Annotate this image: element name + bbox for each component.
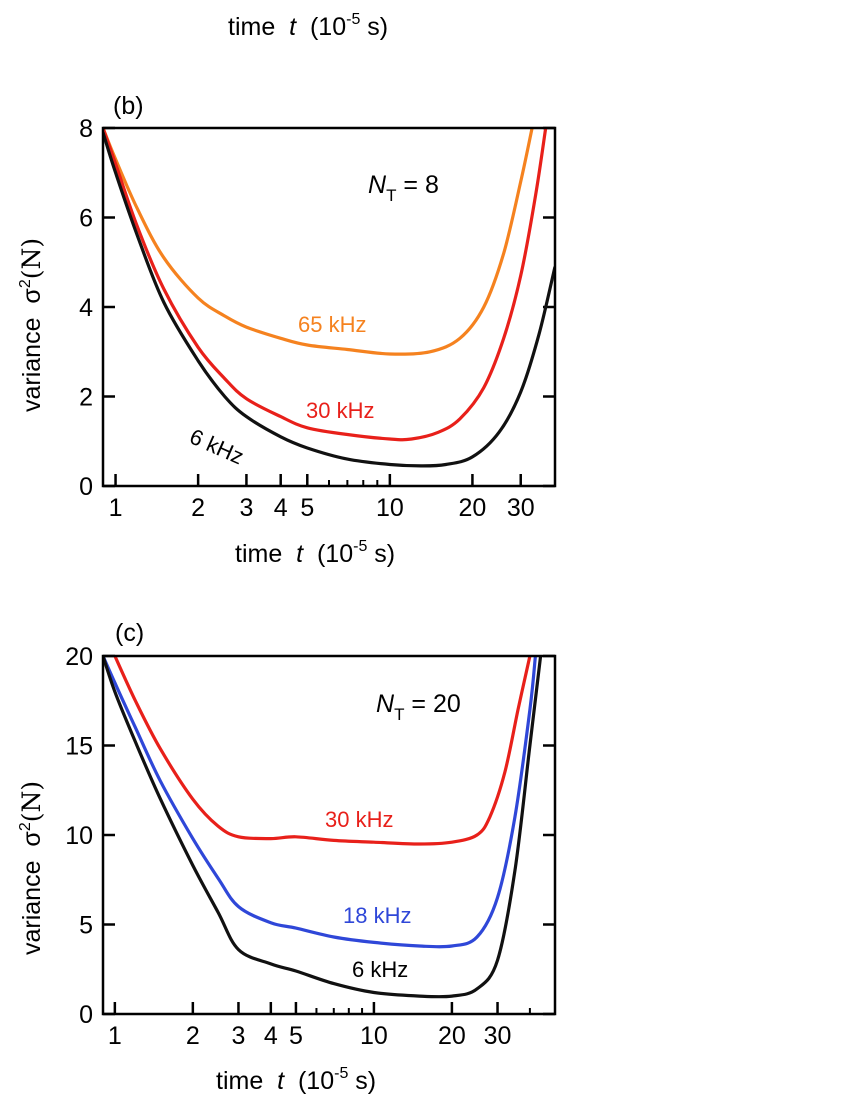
panel-b-annotation-sub: T [386, 186, 396, 205]
panel-c-annotation-tail: = 20 [404, 690, 460, 718]
y-tick-label: 0 [79, 1001, 93, 1029]
x-tick-label: 20 [459, 494, 487, 522]
panel-c-ylabel: variance σ2(N) [17, 781, 46, 955]
series-line-65-khz [103, 128, 534, 356]
panel-c-xlabel-main: time [216, 1067, 277, 1095]
x-tick-label: 1 [108, 1022, 122, 1050]
y-tick-label: 4 [79, 294, 93, 322]
y-tick-label: 8 [79, 115, 93, 143]
panel-c-ylabel-tail: (N) [17, 781, 46, 822]
panel-c-xlabel: time t (10-5 s) [216, 1065, 376, 1095]
x-tick-label: 10 [376, 494, 404, 522]
panel-b-frame [101, 126, 557, 488]
x-tick-label: 10 [360, 1022, 388, 1050]
panel-c-annotation-sub: T [394, 705, 404, 724]
panel-b-xlabel-exp: -5 [353, 538, 367, 555]
panel-c-label-30khz: 30 kHz [325, 807, 393, 832]
panel-b-ylabel-tail: (N) [17, 238, 46, 279]
y-tick-label: 2 [79, 384, 93, 412]
y-tick-label: 5 [79, 912, 93, 940]
panel-b-xlabel-unit: (10 [303, 540, 353, 568]
panel-b-xlabel-var: t [296, 540, 304, 568]
panel-b-label-65khz: 65 kHz [298, 312, 366, 337]
panel-b-annotation-var: N [368, 171, 387, 199]
series-line-6-khz [103, 656, 543, 999]
panel-b-xlabel: time t (10-5 s) [235, 538, 395, 568]
series-line-30-khz [103, 128, 548, 442]
panel-b-xlabel-main: time [235, 540, 296, 568]
panel-b-lines [103, 128, 555, 468]
panel-c-annotation-var: N [376, 690, 395, 718]
y-tick-label: 15 [65, 733, 93, 761]
panel-c-ylabel-exp: 2 [17, 822, 34, 831]
panel-b-annotation-tail: = 8 [396, 171, 438, 199]
x-tick-label: 4 [264, 1022, 278, 1050]
series-line-6-khz [103, 132, 555, 468]
series-line-30-khz [113, 656, 532, 846]
x-tick-label: 3 [232, 1022, 246, 1050]
top-xlabel-var: t [289, 13, 297, 41]
x-tick-label: 3 [239, 494, 253, 522]
panel-c-annotation: NT = 20 [376, 690, 461, 724]
x-tick-label: 30 [507, 494, 535, 522]
panel-c-ticks [103, 654, 556, 1016]
panel-c-frame [101, 654, 557, 1016]
panel-b-label-30khz: 30 kHz [306, 398, 374, 423]
x-tick-label: 5 [300, 494, 314, 522]
top-panel-xlabel-fragment: time t (10-5 s) [228, 11, 388, 41]
panel-c-letter: (c) [115, 619, 144, 647]
x-tick-label: 1 [109, 494, 123, 522]
panel-b-label-6khz: 6 kHz [186, 424, 248, 470]
panel-c-ylabel-main: variance σ [18, 831, 46, 955]
panel-c-xlabel-unit: (10 [284, 1067, 334, 1095]
x-tick-label: 20 [438, 1022, 466, 1050]
top-xlabel-main: time [228, 13, 289, 41]
panel-c-label-18khz: 18 kHz [343, 903, 411, 928]
x-tick-label: 2 [186, 1022, 200, 1050]
panel-c-xlabel-var: t [277, 1067, 285, 1095]
x-tick-label: 30 [484, 1022, 512, 1050]
panel-c-xlabel-tail: s) [348, 1067, 376, 1095]
y-tick-label: 6 [79, 205, 93, 233]
x-tick-label: 5 [289, 1022, 303, 1050]
y-tick-label: 0 [79, 473, 93, 501]
panel-b-letter: (b) [113, 92, 144, 120]
top-xlabel-unit: (10 [296, 13, 346, 41]
panel-b-ylabel-main: variance σ [18, 288, 46, 412]
panel-c-lines [103, 656, 543, 999]
y-tick-label: 10 [65, 822, 93, 850]
panel-b-ylabel: variance σ2(N) [17, 238, 46, 412]
panel-c-label-6khz: 6 kHz [352, 957, 408, 982]
series-line-18-khz [103, 656, 537, 949]
panel-b-xlabel-tail: s) [367, 540, 395, 568]
top-xlabel-exp: -5 [346, 11, 360, 28]
top-xlabel-tail: s) [360, 13, 388, 41]
panel-b-ylabel-exp: 2 [17, 279, 34, 288]
panel-b-annotation: NT = 8 [368, 171, 439, 205]
x-tick-label: 2 [191, 494, 205, 522]
x-tick-label: 4 [274, 494, 288, 522]
y-tick-label: 20 [65, 643, 93, 671]
panel-c-xlabel-exp: -5 [334, 1065, 348, 1082]
